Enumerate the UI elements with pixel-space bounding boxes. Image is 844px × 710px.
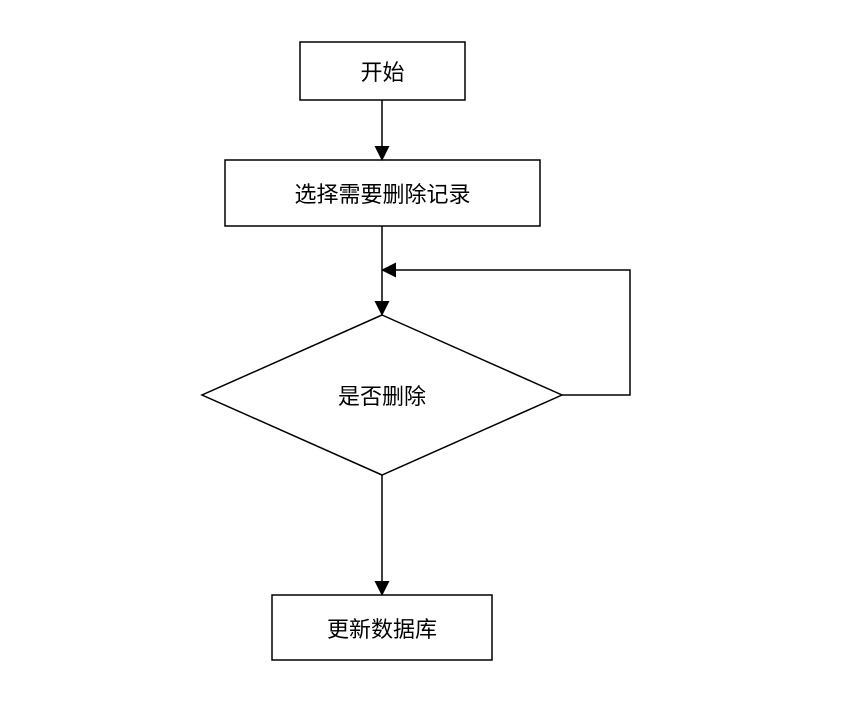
label-decision: 是否删除	[282, 370, 482, 420]
label-start: 开始	[300, 42, 465, 100]
label-select: 选择需要删除记录	[225, 160, 540, 226]
label-update: 更新数据库	[272, 595, 492, 660]
